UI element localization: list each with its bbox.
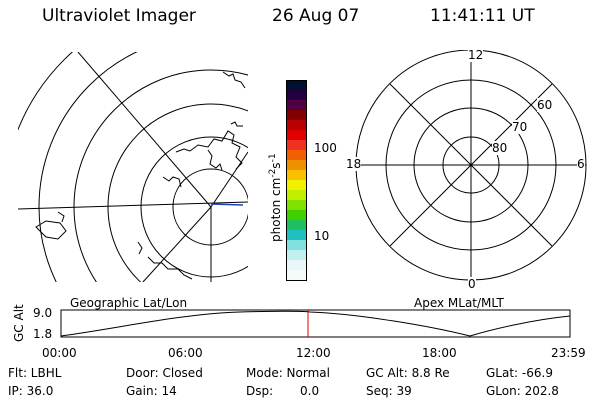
alt-x-tick-0: 00:00 bbox=[42, 346, 77, 360]
alt-y-min: 1.8 bbox=[33, 327, 53, 341]
apex-lat-80: 80 bbox=[492, 141, 508, 155]
colorbar-segment bbox=[286, 140, 306, 151]
apex-mlt-12: 12 bbox=[468, 48, 484, 62]
colorbar-tick-10: 10 bbox=[314, 229, 330, 243]
alt-y-max: 9.0 bbox=[33, 306, 53, 320]
colorbar bbox=[286, 80, 306, 280]
colorbar-segment bbox=[286, 270, 306, 280]
colorbar-segment bbox=[286, 240, 306, 251]
alt-x-tick-4: 23:59 bbox=[551, 346, 586, 360]
status-glon: GLon: 202.8 bbox=[486, 384, 559, 398]
alt-x-tick-2: 12:00 bbox=[296, 346, 331, 360]
geo-panel-caption: Geographic Lat/Lon bbox=[70, 296, 188, 310]
colorbar-segment bbox=[286, 120, 306, 131]
colorbar-segment bbox=[286, 130, 306, 141]
colorbar-segment bbox=[286, 170, 306, 181]
status-gain: Gain: 14 bbox=[126, 384, 177, 398]
colorbar-segment bbox=[286, 190, 306, 201]
colorbar-units-label: photon cm-2s-1 bbox=[268, 153, 283, 242]
apex-mlt-0: 0 bbox=[468, 277, 476, 291]
apex-lat-70: 70 bbox=[512, 120, 528, 134]
instrument-title: Ultraviolet Imager bbox=[42, 6, 196, 26]
colorbar-segment bbox=[286, 250, 306, 261]
colorbar-segment bbox=[286, 220, 306, 231]
colorbar-segment bbox=[286, 200, 306, 211]
apex-lat-60: 60 bbox=[537, 98, 553, 112]
colorbar-segment bbox=[286, 260, 306, 271]
colorbar-tick-100: 100 bbox=[314, 141, 337, 155]
colorbar-segment bbox=[286, 150, 306, 161]
altitude-plot bbox=[60, 309, 571, 338]
apex-mlt-18: 18 bbox=[346, 157, 362, 171]
status-glat: GLat: -66.9 bbox=[486, 366, 553, 380]
geographic-map bbox=[18, 52, 248, 282]
status-gc-alt: GC Alt: 8.8 Re bbox=[366, 366, 450, 380]
colorbar-segment bbox=[286, 230, 306, 241]
apex-panel-caption: Apex MLat/MLT bbox=[414, 296, 504, 310]
date-label: 26 Aug 07 bbox=[272, 6, 360, 26]
colorbar-segment bbox=[286, 100, 306, 111]
alt-y-label: GC Alt bbox=[12, 304, 26, 342]
colorbar-segment bbox=[286, 80, 306, 91]
colorbar-outline bbox=[286, 80, 307, 281]
status-dsp-label: Dsp: bbox=[246, 384, 274, 398]
colorbar-segment bbox=[286, 160, 306, 171]
alt-x-tick-1: 06:00 bbox=[168, 346, 203, 360]
colorbar-segment bbox=[286, 110, 306, 121]
colorbar-segment bbox=[286, 180, 306, 191]
status-door: Door: Closed bbox=[126, 366, 203, 380]
status-dsp-value: 0.0 bbox=[300, 384, 320, 398]
apex-polar-grid bbox=[355, 50, 587, 281]
colorbar-segment bbox=[286, 210, 306, 221]
apex-mlt-6: 6 bbox=[577, 157, 585, 171]
status-mode: Mode: Normal bbox=[246, 366, 330, 380]
status-ip: IP: 36.0 bbox=[8, 384, 54, 398]
time-label: 11:41:11 UT bbox=[430, 6, 535, 26]
status-seq: Seq: 39 bbox=[366, 384, 412, 398]
status-filter: Flt: LBHL bbox=[8, 366, 62, 380]
colorbar-segment bbox=[286, 90, 306, 101]
alt-x-tick-3: 18:00 bbox=[422, 346, 457, 360]
